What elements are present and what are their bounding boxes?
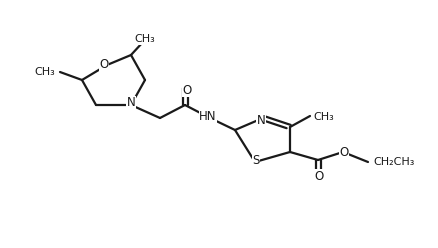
Text: O: O <box>182 84 192 96</box>
Text: N: N <box>127 96 135 110</box>
Text: O: O <box>314 169 324 183</box>
Text: N: N <box>257 114 265 126</box>
Text: CH₃: CH₃ <box>34 67 55 77</box>
Text: O: O <box>339 147 349 159</box>
Text: O: O <box>99 59 109 71</box>
Text: CH₂CH₃: CH₂CH₃ <box>373 157 414 167</box>
Text: HN: HN <box>199 110 217 123</box>
Text: CH₃: CH₃ <box>134 34 155 44</box>
Text: CH₃: CH₃ <box>313 112 334 122</box>
Text: S: S <box>252 154 260 166</box>
